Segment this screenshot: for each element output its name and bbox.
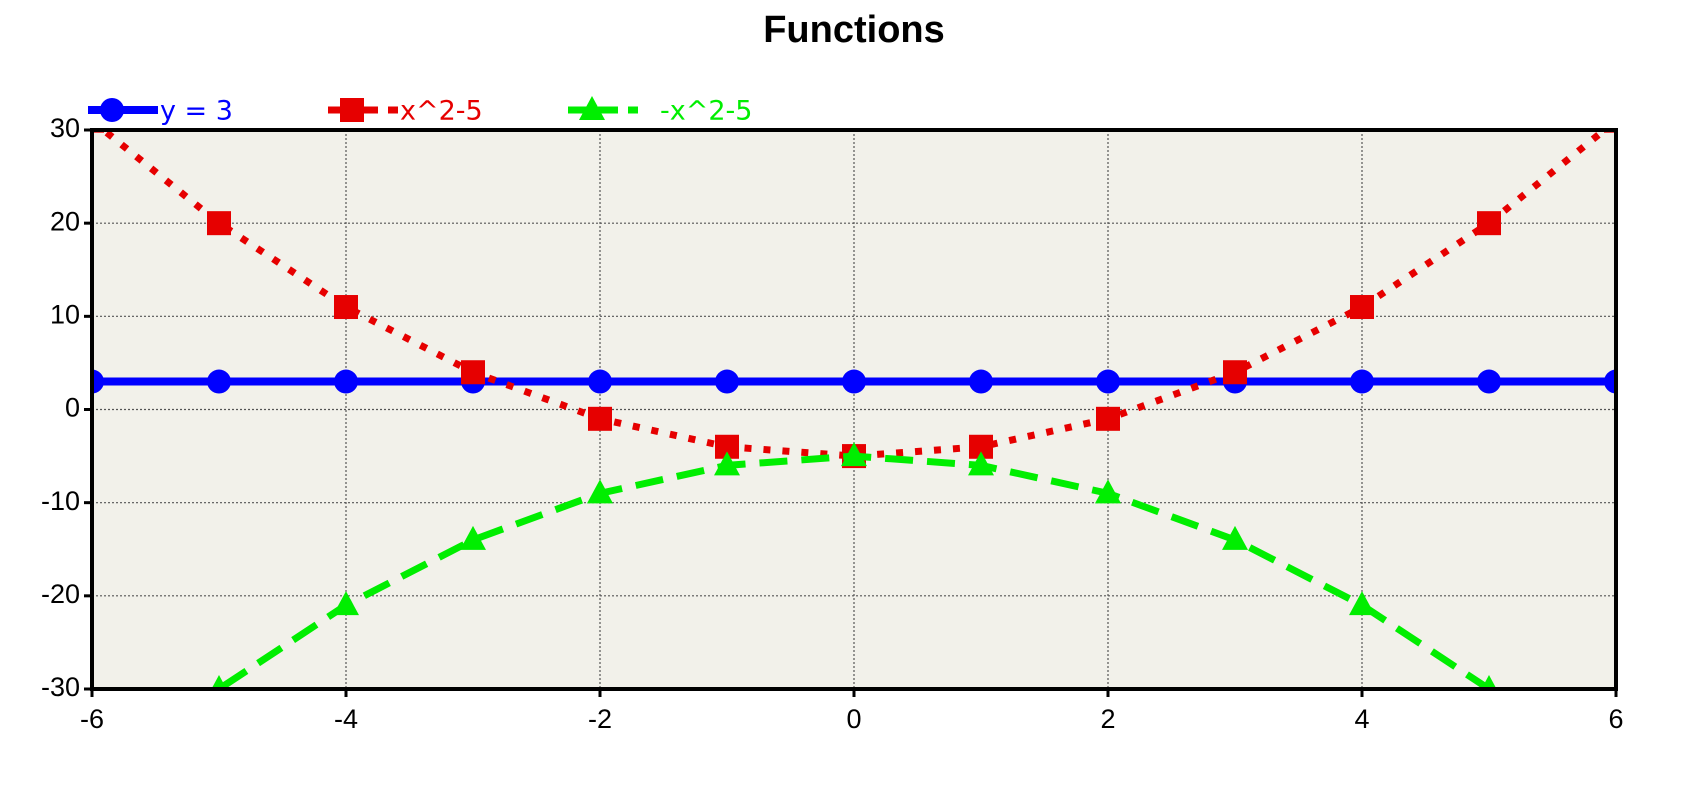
legend-label: -x^2-5 [660,96,752,127]
y-tick-label: 30 [50,113,80,143]
marker [579,96,605,120]
marker [1096,406,1120,431]
x-tick-label: 6 [1608,704,1623,734]
marker [588,406,612,431]
marker [1096,369,1120,394]
marker [211,675,227,689]
marker [207,211,231,236]
x-tick-label: 0 [846,704,861,734]
marker [340,98,364,122]
marker [100,98,124,122]
x-tick-label: -6 [80,704,104,734]
marker [587,479,613,504]
y-tick-label: 0 [65,393,80,423]
marker [1477,369,1501,394]
marker [588,369,612,394]
marker [1350,295,1374,320]
marker [969,369,993,394]
marker [460,525,486,550]
y-tick-label: -30 [41,672,80,702]
x-tick-label: -2 [588,704,612,734]
y-tick-label: 10 [50,299,80,329]
marker [334,295,358,320]
marker [333,591,359,616]
legend-label: y = 3 [160,96,233,127]
marker [1477,211,1501,236]
marker [334,369,358,394]
x-tick-label: 2 [1100,704,1115,734]
marker [207,369,231,394]
marker [715,369,739,394]
chart-title: Functions [763,9,945,51]
marker [842,369,866,394]
marker [1481,675,1497,689]
x-tick-label: -4 [334,704,358,734]
y-tick-label: 20 [50,206,80,236]
marker [1604,369,1616,394]
marker [1223,360,1247,385]
marker [1095,479,1121,504]
plot-border [90,128,1618,691]
plot-area [79,130,1629,789]
marker [1603,777,1629,789]
marker [714,451,740,476]
y-tick-label: -20 [41,579,80,609]
marker [1222,525,1248,550]
marker [968,451,994,476]
marker [1349,591,1375,616]
marker [92,369,104,394]
marker [841,442,867,467]
marker [461,360,485,385]
marker [1350,369,1374,394]
marker [79,777,105,789]
y-tick-label: -10 [41,486,80,516]
legend-label: x^2-5 [400,96,483,127]
x-tick-label: 4 [1354,704,1369,734]
